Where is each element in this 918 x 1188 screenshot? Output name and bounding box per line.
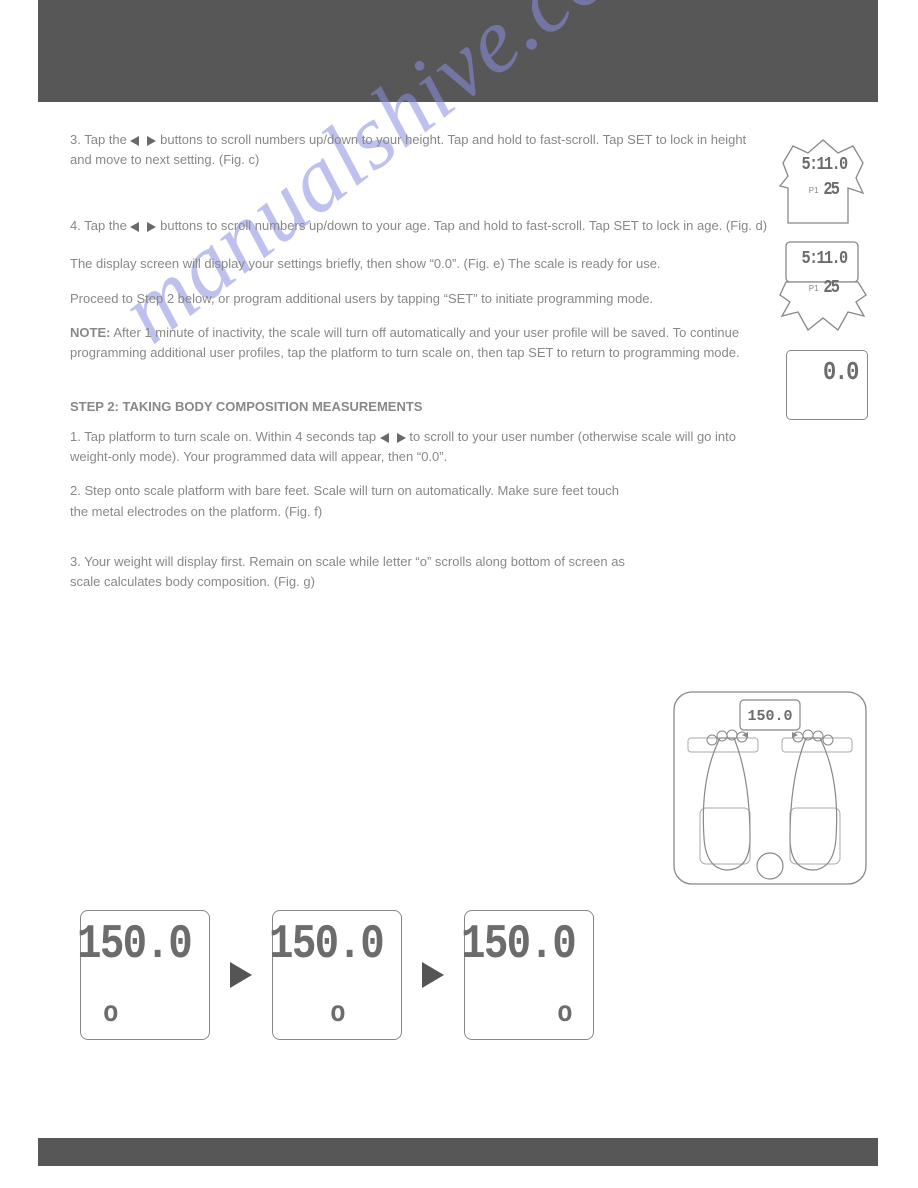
step1-item3: 3. Tap the buttons to scroll numbers up/… xyxy=(70,130,770,170)
triangle-right-icon xyxy=(397,433,406,443)
seq2-main: 150.0 xyxy=(269,921,383,969)
seq-box-2: 150.0 o xyxy=(272,910,402,1040)
arrow-pair-2 xyxy=(130,222,156,232)
figure-g-sequence: 150.0 o 150.0 o 150.0 o xyxy=(80,910,594,1040)
step1-p4: Proceed to Step 2 below, or program addi… xyxy=(70,289,770,309)
triangle-right-icon xyxy=(147,136,156,146)
arrow-pair-3 xyxy=(380,433,406,443)
note-label: NOTE: xyxy=(70,325,110,340)
seq3-sub: o xyxy=(557,999,583,1029)
arrow-right-icon xyxy=(230,962,252,988)
s2p1a: 1. Tap platform to turn scale on. Within… xyxy=(70,429,380,444)
p1b: buttons to scroll numbers up/down to you… xyxy=(70,132,746,167)
step2-heading: STEP 2: TAKING BODY COMPOSITION MEASUREM… xyxy=(70,397,770,417)
triangle-left-icon xyxy=(130,222,139,232)
figc-bottom: 25 xyxy=(823,181,838,200)
step2-item3: 3. Your weight will display first. Remai… xyxy=(70,552,630,592)
triangle-left-icon xyxy=(130,136,139,146)
fige-value: 0.0 xyxy=(823,357,858,387)
figd-label: P1 xyxy=(809,284,819,293)
figd-bottom: 25 xyxy=(823,279,838,298)
body-content: 3. Tap the buttons to scroll numbers up/… xyxy=(70,130,770,602)
note-body: After 1 minute of inactivity, the scale … xyxy=(70,325,740,360)
seq-box-1: 150.0 o xyxy=(80,910,210,1040)
step2-item2: 2. Step onto scale platform with bare fe… xyxy=(70,481,630,521)
step1-item4: 4. Tap the buttons to scroll numbers up/… xyxy=(70,216,770,236)
note: NOTE: After 1 minute of inactivity, the … xyxy=(70,323,770,363)
seq1-sub: o xyxy=(91,999,117,1029)
footer-band xyxy=(38,1138,878,1166)
figure-f: 150.0 xyxy=(670,688,870,893)
p2a: 4. Tap the xyxy=(70,218,130,233)
seq-box-3: 150.0 o xyxy=(464,910,594,1040)
figc-label: P1 xyxy=(809,186,819,195)
arrow-right-icon xyxy=(422,962,444,988)
step1-p3: The display screen will display your set… xyxy=(70,254,770,274)
seq2-sub: o xyxy=(330,999,344,1029)
p2b: buttons to scroll numbers up/down to you… xyxy=(160,218,767,233)
header-band xyxy=(38,0,878,102)
triangle-right-icon xyxy=(147,222,156,232)
figure-e: 0.0 xyxy=(786,350,868,420)
arrow-pair-1 xyxy=(130,136,156,146)
seq3-main: 150.0 xyxy=(461,921,575,969)
figd-top: 5:11.0 xyxy=(799,250,850,269)
scale-illustration-icon: 150.0 xyxy=(670,688,870,888)
figc-top: 5:11.0 xyxy=(799,156,850,175)
seq1-main: 150.0 xyxy=(77,921,191,969)
figure-c: 5:11.0 P1 25 xyxy=(778,138,868,235)
svg-text:150.0: 150.0 xyxy=(747,708,792,725)
figure-d: 5:11.0 P1 25 xyxy=(778,240,868,341)
triangle-left-icon xyxy=(380,433,389,443)
step2-item1: 1. Tap platform to turn scale on. Within… xyxy=(70,427,770,467)
p1a: 3. Tap the xyxy=(70,132,130,147)
